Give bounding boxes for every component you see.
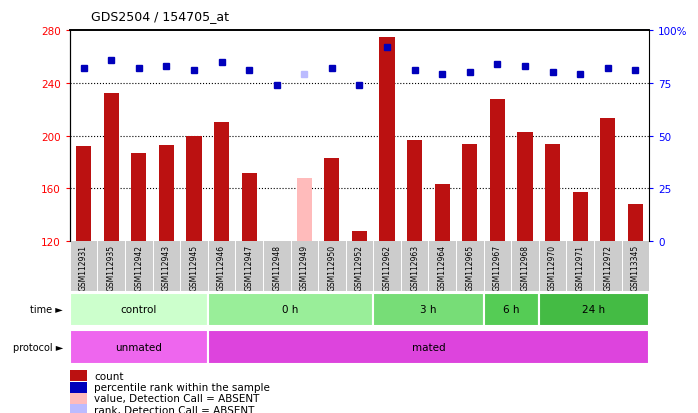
Text: count: count (94, 371, 124, 381)
Bar (70, 293, 208, 326)
Bar (158, 145, 174, 242)
Text: control: control (121, 305, 157, 315)
Bar (380, 38, 394, 242)
Bar (186, 136, 202, 242)
Text: GSM112949: GSM112949 (300, 244, 309, 290)
Text: 24 h: 24 h (582, 305, 606, 315)
Bar (462, 144, 477, 242)
Bar (242, 173, 257, 242)
Text: 3 h: 3 h (420, 305, 437, 315)
Bar (545, 144, 560, 242)
Bar (76, 147, 91, 242)
Bar (407, 140, 422, 242)
Bar (572, 193, 588, 242)
Bar (70, 370, 87, 381)
Bar (70, 330, 208, 364)
Text: GSM112945: GSM112945 (189, 244, 198, 290)
Text: GSM112972: GSM112972 (603, 244, 612, 290)
Bar (208, 293, 373, 326)
Text: GSM112948: GSM112948 (272, 244, 281, 290)
Text: GSM112967: GSM112967 (493, 244, 502, 290)
Bar (484, 293, 539, 326)
Bar (208, 330, 649, 364)
Text: GSM112970: GSM112970 (548, 244, 557, 290)
Text: value, Detection Call = ABSENT: value, Detection Call = ABSENT (94, 394, 260, 404)
Bar (490, 100, 505, 242)
Text: 0 h: 0 h (282, 305, 299, 315)
Text: GSM112950: GSM112950 (327, 244, 336, 290)
Text: GSM112964: GSM112964 (438, 244, 447, 290)
Text: GSM112963: GSM112963 (410, 244, 419, 290)
Text: GSM112952: GSM112952 (355, 244, 364, 290)
Bar (70, 404, 87, 413)
Text: 6 h: 6 h (503, 305, 519, 315)
Text: GSM113345: GSM113345 (631, 244, 640, 290)
Text: GSM112942: GSM112942 (134, 244, 143, 290)
Text: GSM112946: GSM112946 (217, 244, 226, 290)
Text: GDS2504 / 154705_at: GDS2504 / 154705_at (91, 10, 229, 23)
Text: GSM112943: GSM112943 (162, 244, 171, 290)
Bar (600, 119, 616, 242)
Bar (352, 231, 367, 242)
Bar (628, 205, 643, 242)
Bar (517, 132, 533, 242)
Bar (373, 293, 484, 326)
Bar (70, 393, 87, 404)
Text: GSM112947: GSM112947 (244, 244, 253, 290)
Bar (297, 178, 312, 242)
Bar (214, 123, 229, 242)
Text: GSM112935: GSM112935 (107, 244, 116, 290)
Text: GSM112971: GSM112971 (576, 244, 585, 290)
Text: GSM112931: GSM112931 (79, 244, 88, 290)
Text: GSM112968: GSM112968 (521, 244, 530, 290)
Text: GSM112962: GSM112962 (383, 244, 392, 290)
Text: percentile rank within the sample: percentile rank within the sample (94, 382, 270, 392)
Text: unmated: unmated (115, 342, 162, 352)
Bar (435, 185, 450, 242)
Bar (103, 94, 119, 242)
Text: mated: mated (412, 342, 445, 352)
Text: GSM112965: GSM112965 (466, 244, 475, 290)
Text: time ►: time ► (30, 305, 63, 315)
Bar (325, 159, 339, 242)
Bar (70, 382, 87, 392)
Text: protocol ►: protocol ► (13, 342, 63, 352)
Text: rank, Detection Call = ABSENT: rank, Detection Call = ABSENT (94, 405, 255, 413)
Bar (539, 293, 649, 326)
Bar (131, 153, 147, 242)
